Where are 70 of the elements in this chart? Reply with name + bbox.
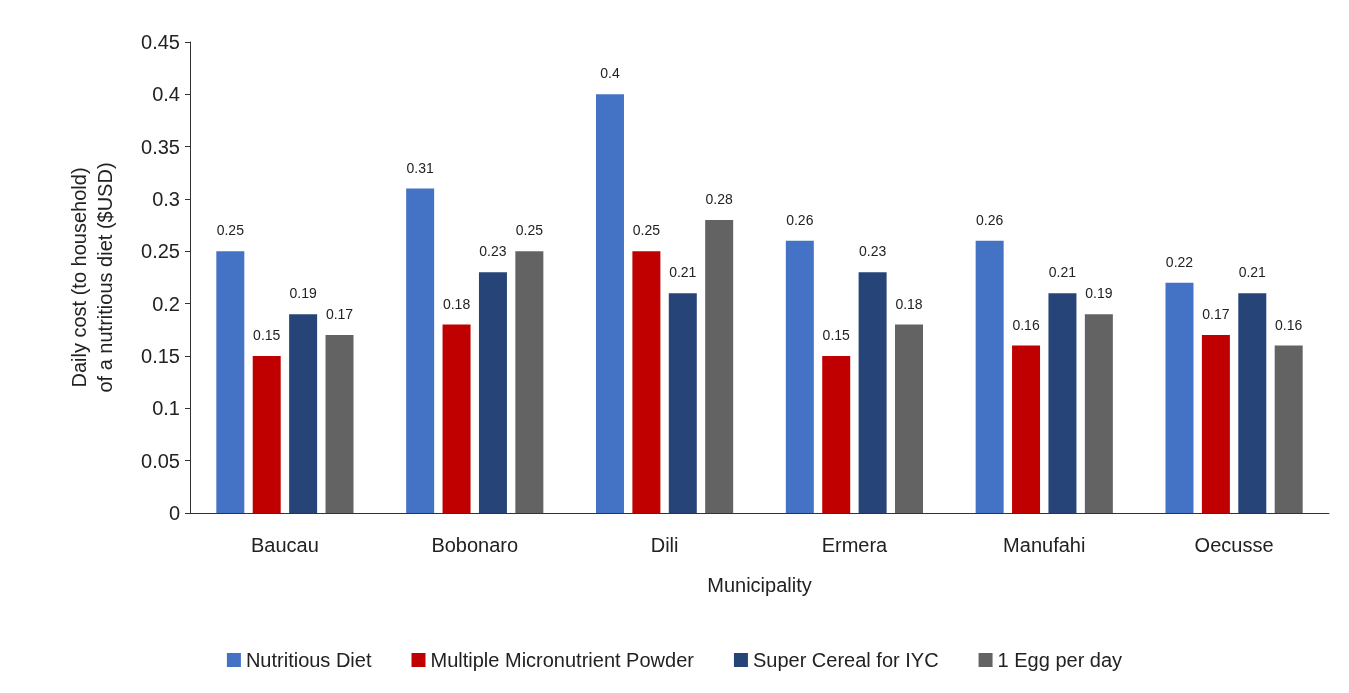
y-tick-label: 0.1 (152, 397, 180, 420)
data-label: 0.21 (669, 264, 697, 281)
bar (1165, 282, 1194, 513)
x-tick-label: Manufahi (1003, 534, 1086, 556)
bar (478, 272, 507, 513)
bar (325, 335, 354, 513)
legend-label: 1 Egg per day (997, 649, 1123, 671)
x-tick-label: Bobonaro (431, 534, 519, 556)
y-tick-label: 0.35 (141, 135, 180, 158)
legend-label: Super Cereal for IYC (752, 649, 939, 671)
y-tick-label: 0.3 (152, 188, 180, 210)
bar (1201, 335, 1230, 513)
data-label: 0.22 (1165, 253, 1194, 270)
data-label: 0.25 (515, 222, 544, 239)
bar (289, 314, 318, 513)
bar (668, 293, 697, 513)
bar (442, 324, 471, 513)
data-label: 0.26 (786, 211, 814, 228)
y-tick-label: 0.2 (152, 292, 180, 315)
data-label: 0.15 (253, 327, 281, 343)
bar (632, 251, 661, 513)
data-label: 0.16 (1012, 316, 1040, 333)
data-label: 0.4 (600, 65, 620, 82)
data-label: 0.31 (406, 159, 434, 176)
legend-label: Nutritious Diet (245, 649, 372, 671)
bar (216, 251, 245, 513)
data-label: 0.23 (479, 243, 507, 260)
data-label: 0.16 (1275, 316, 1303, 333)
data-label: 0.17 (325, 306, 354, 323)
data-label: 0.23 (858, 243, 887, 260)
data-label: 0.25 (632, 222, 661, 239)
bar (975, 240, 1004, 513)
data-label: 0.21 (1048, 264, 1077, 281)
data-label: 0.18 (442, 295, 471, 312)
bar (1012, 345, 1041, 513)
bar (595, 94, 624, 513)
x-axis-title: Municipality (707, 574, 812, 596)
bar (705, 219, 734, 513)
bar (1274, 345, 1303, 513)
x-tick-label: Oecusse (1194, 534, 1274, 556)
bar (858, 272, 887, 513)
bar (895, 324, 924, 513)
y-tick-label: 0 (168, 502, 180, 524)
data-label: 0.18 (895, 295, 923, 312)
x-tick-label: Ermera (821, 534, 889, 556)
x-tick-label: Dili (650, 534, 679, 556)
data-label: 0.26 (976, 211, 1004, 228)
bar (822, 356, 851, 513)
bar (252, 356, 281, 513)
data-label: 0.19 (289, 285, 317, 302)
y-tick-label: 0.05 (141, 449, 180, 472)
legend-label: Multiple Micronutrient Powder (430, 649, 695, 671)
bar (406, 188, 435, 513)
bar (1048, 293, 1077, 513)
y-tick-label: 0.45 (141, 31, 180, 53)
bar (515, 251, 544, 513)
data-label: 0.15 (822, 327, 851, 343)
x-tick-label: Baucau (250, 534, 319, 556)
y-tick-label: 0.15 (141, 345, 180, 367)
bar (785, 240, 814, 513)
data-label: 0.19 (1085, 285, 1113, 302)
y-tick-label: 0.4 (152, 83, 180, 106)
data-label: 0.28 (705, 190, 734, 207)
data-label: 0.17 (1202, 306, 1230, 323)
y-tick-label: 0.25 (141, 240, 180, 263)
y-axis-title: Daily cost (to household) of a nutritious diet ($USD) (68, 162, 116, 393)
bar (1238, 293, 1267, 513)
data-label: 0.25 (216, 222, 245, 239)
bar (1084, 314, 1113, 513)
data-label: 0.21 (1238, 264, 1267, 281)
